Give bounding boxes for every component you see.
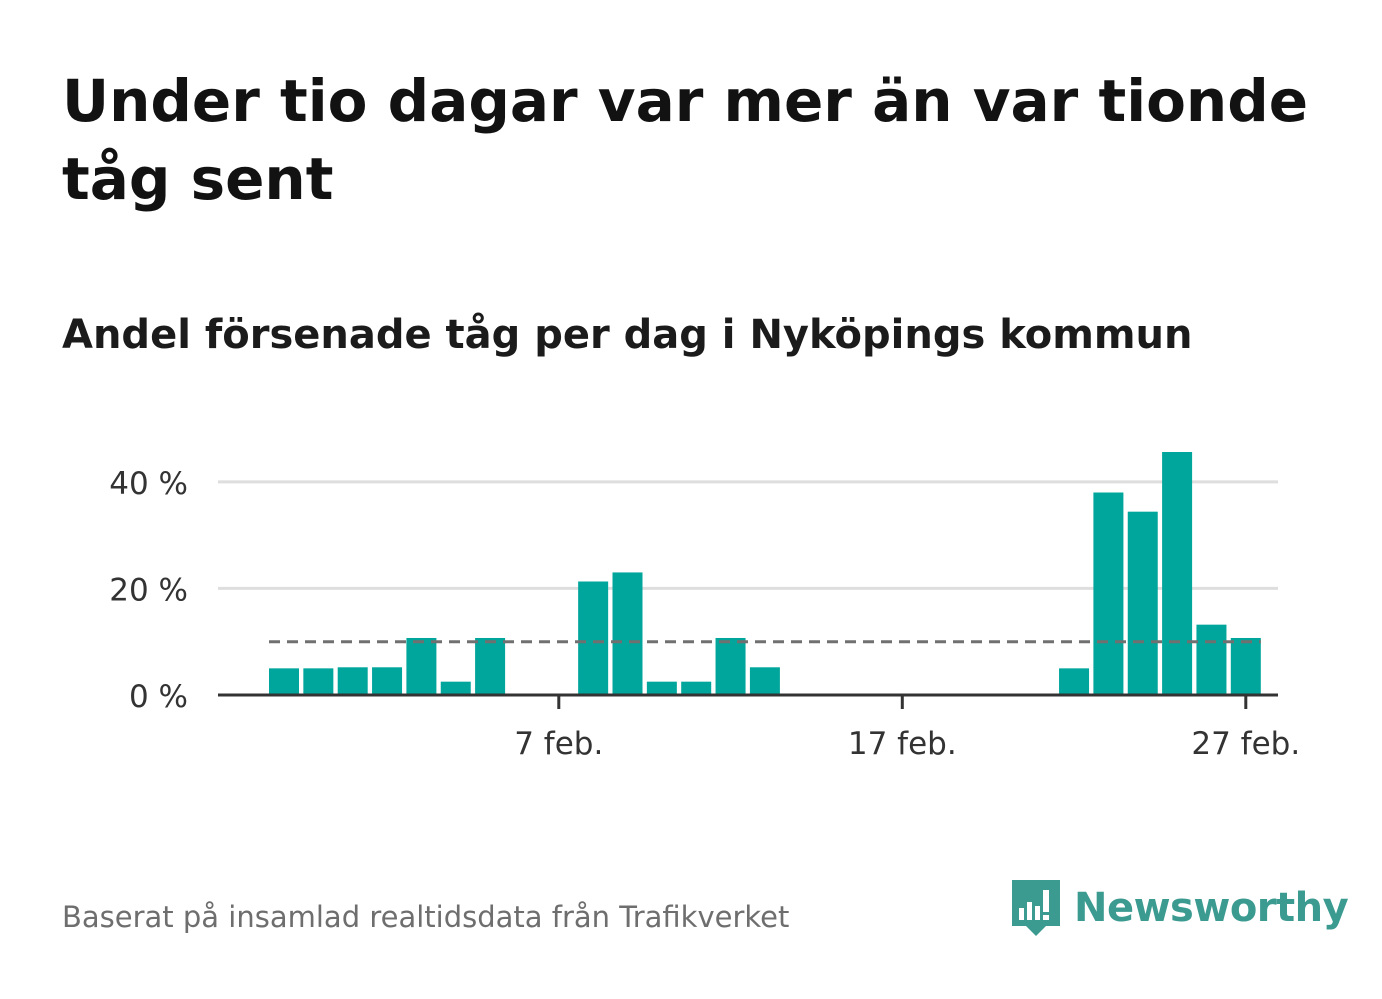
bar bbox=[1230, 637, 1261, 695]
bar bbox=[715, 637, 746, 695]
bar bbox=[612, 572, 643, 695]
source-note: Baserat på insamlad realtidsdata från Tr… bbox=[62, 900, 790, 934]
newsworthy-logo: Newsworthy bbox=[1010, 878, 1349, 938]
chart-title: Under tio dagar var mer än var tionde tå… bbox=[62, 67, 1309, 213]
x-tick-label: 27 feb. bbox=[1191, 726, 1300, 762]
bar bbox=[749, 667, 780, 695]
bar bbox=[681, 681, 712, 695]
bar bbox=[337, 667, 368, 695]
brand-name: Newsworthy bbox=[1074, 885, 1349, 931]
bar bbox=[269, 668, 299, 695]
bar bbox=[1093, 492, 1124, 695]
bar-chart: 0 % 20 % 40 % 7 feb. 17 feb. 27 feb. bbox=[109, 452, 1300, 762]
y-tick-label: 20 % bbox=[109, 572, 188, 608]
x-tick-label: 17 feb. bbox=[848, 726, 957, 762]
bar bbox=[646, 681, 677, 695]
bar bbox=[406, 637, 437, 695]
bar bbox=[303, 668, 334, 695]
bar bbox=[475, 637, 506, 695]
axes: 0 % 20 % 40 % 7 feb. 17 feb. 27 feb. bbox=[109, 466, 1300, 762]
bar bbox=[1059, 668, 1090, 695]
y-tick-label: 40 % bbox=[109, 466, 188, 502]
bar bbox=[440, 681, 471, 695]
bars bbox=[269, 452, 1261, 695]
bar bbox=[1196, 624, 1227, 695]
chart-subtitle: Andel försenade tåg per dag i Nyköpings … bbox=[62, 312, 1193, 358]
bar-chart-speech-bubble-icon bbox=[1012, 880, 1060, 936]
bar bbox=[578, 581, 609, 695]
bar bbox=[1162, 452, 1193, 695]
bar bbox=[372, 667, 403, 695]
x-tick-label: 7 feb. bbox=[514, 726, 603, 762]
y-tick-label: 0 % bbox=[129, 679, 188, 715]
bar bbox=[1127, 511, 1158, 695]
